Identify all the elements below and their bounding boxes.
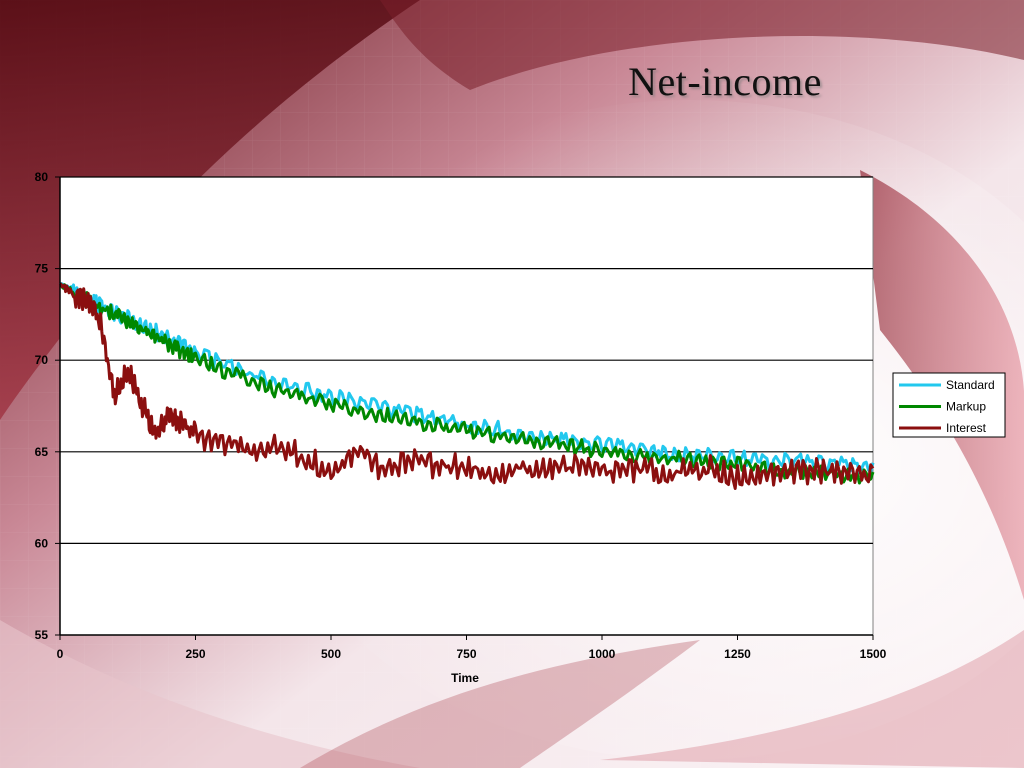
y-tick-label: 60 — [35, 536, 49, 550]
x-tick-label: 1250 — [724, 647, 751, 661]
y-tick-label: 55 — [35, 628, 49, 642]
y-tick-label: 75 — [35, 262, 49, 276]
legend-label-interest: Interest — [946, 421, 987, 435]
slide-title: Net-income — [628, 59, 822, 104]
series-line-interest — [58, 282, 875, 490]
y-tick-label: 65 — [35, 445, 49, 459]
y-tick-label: 70 — [35, 353, 49, 367]
x-tick-label: 500 — [321, 647, 341, 661]
series-line-markup — [59, 282, 875, 485]
x-tick-label: 0 — [57, 647, 64, 661]
plot-area — [59, 176, 874, 636]
legend-label-standard: Standard — [946, 378, 995, 392]
x-tick-label: 750 — [456, 647, 476, 661]
y-tick-label: 80 — [35, 170, 49, 184]
x-tick-label: 250 — [185, 647, 205, 661]
legend-label-markup: Markup — [946, 400, 986, 414]
x-tick-label: 1500 — [860, 647, 887, 661]
x-axis-title: Time — [451, 671, 479, 685]
x-tick-label: 1000 — [589, 647, 616, 661]
